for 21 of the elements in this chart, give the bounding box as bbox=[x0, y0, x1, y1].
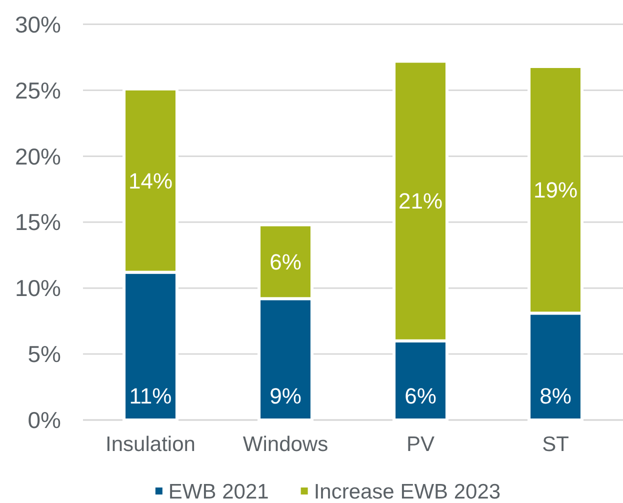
data-label: 14% bbox=[128, 168, 173, 194]
data-label: 19% bbox=[533, 178, 578, 203]
y-tick-label: 25% bbox=[14, 77, 61, 104]
legend-label: EWB 2021 bbox=[168, 480, 269, 503]
data-label: 6% bbox=[404, 384, 436, 409]
data-label: 21% bbox=[398, 188, 443, 214]
data-label: 8% bbox=[540, 384, 572, 409]
x-tick-label: Insulation bbox=[106, 432, 196, 456]
legend-label: Increase EWB 2023 bbox=[314, 480, 501, 503]
data-label: 11% bbox=[129, 384, 172, 409]
y-tick-label: 5% bbox=[28, 341, 61, 368]
y-tick-label: 30% bbox=[14, 11, 61, 38]
x-tick-label: PV bbox=[406, 432, 435, 456]
x-tick-label: Windows bbox=[242, 432, 328, 456]
y-tick-label: 0% bbox=[28, 407, 61, 434]
y-tick-label: 20% bbox=[14, 143, 61, 170]
data-label: 6% bbox=[270, 249, 302, 274]
data-label: 9% bbox=[270, 384, 302, 409]
y-tick-label: 15% bbox=[14, 209, 61, 236]
x-tick-label: ST bbox=[542, 432, 570, 456]
y-tick-label: 10% bbox=[14, 275, 61, 302]
